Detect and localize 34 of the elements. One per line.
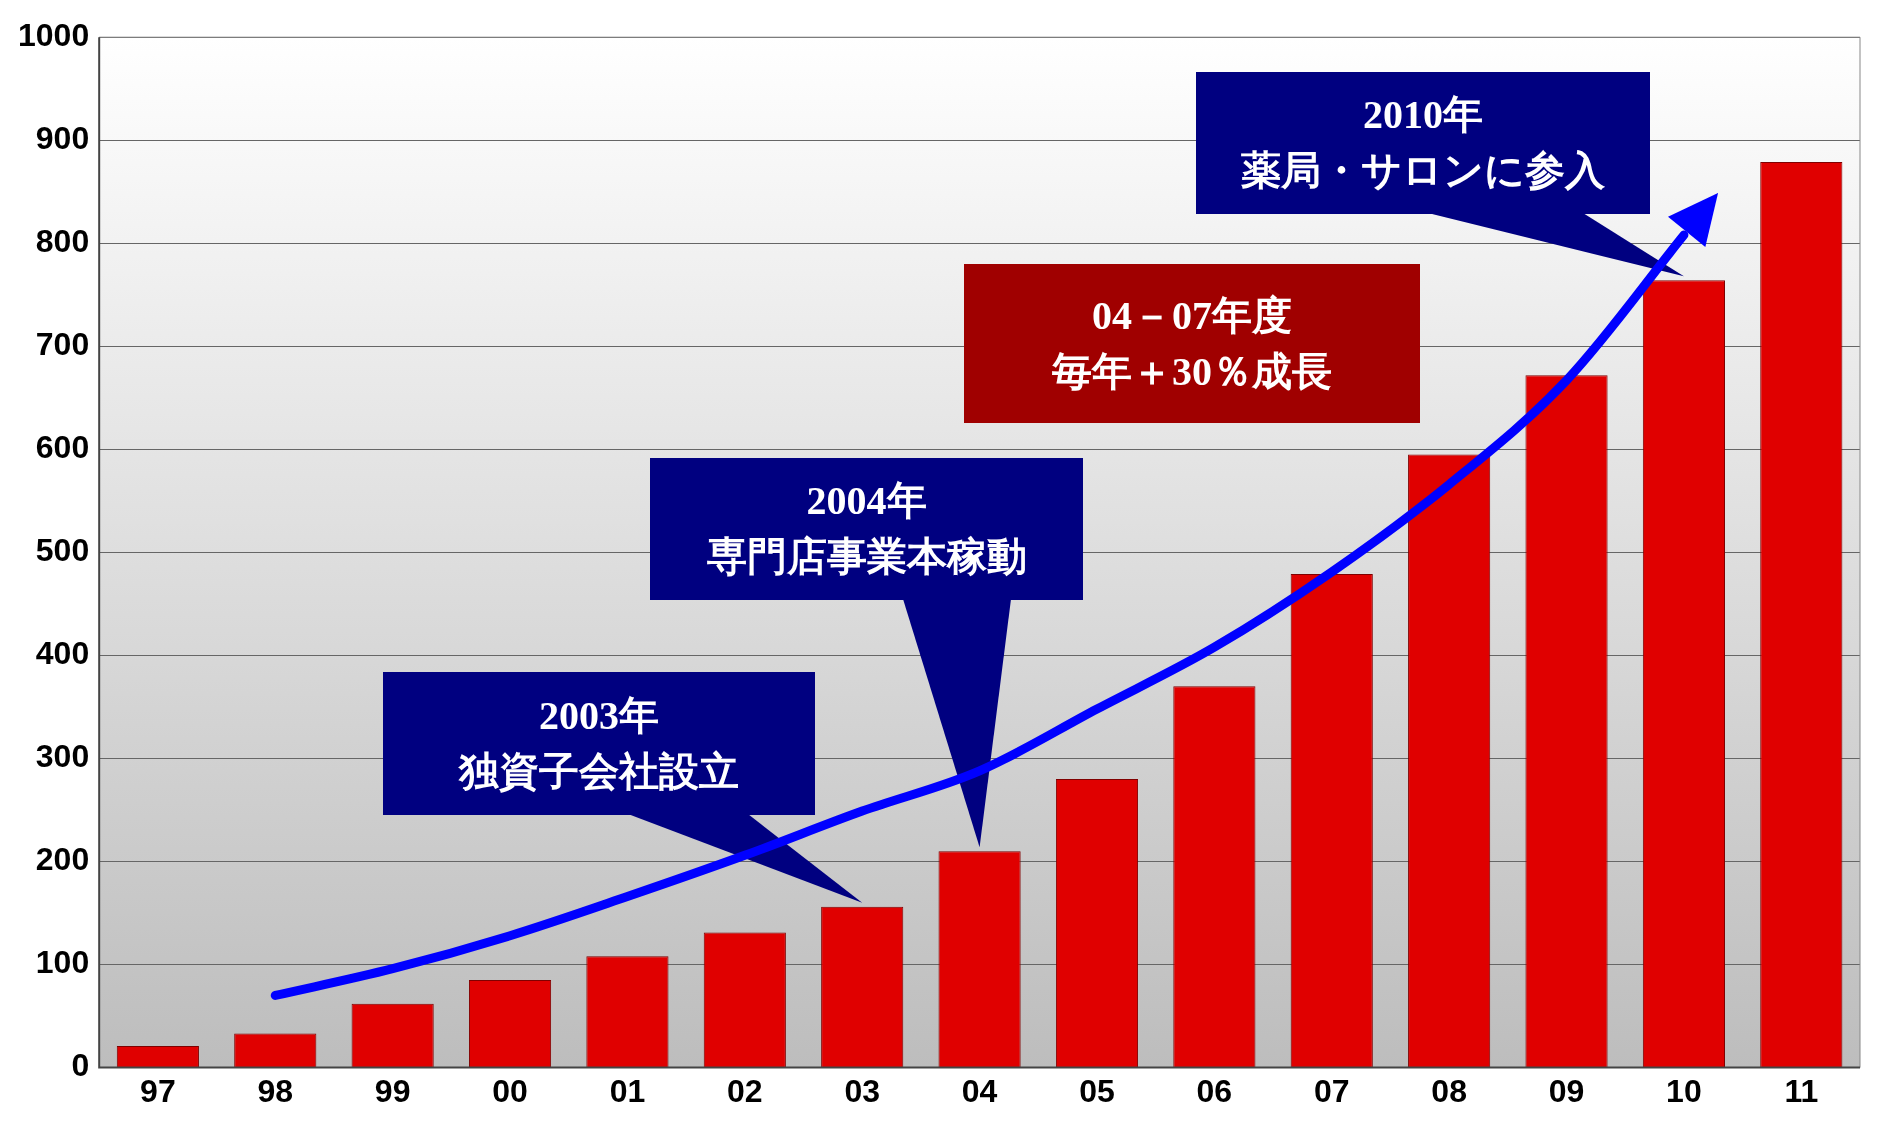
annotation: 2003年 [539,691,659,740]
y-tick-label: 600 [35,429,90,466]
x-tick-label: 00 [492,1072,528,1109]
x-tick-label: 98 [257,1072,294,1109]
x-tick-label: 09 [1548,1072,1585,1109]
y-tick-label: 400 [35,635,90,672]
x-tick-label: 07 [1313,1072,1350,1109]
x-tick-label: 99 [374,1072,411,1109]
x-tick-label: 11 [1784,1072,1819,1109]
y-tick-label: 500 [35,532,90,569]
annotation: 専門店事業本稼動 [706,533,1027,581]
x-tick-label: 08 [1431,1072,1467,1109]
x-tick-label: 02 [727,1072,763,1109]
annotation: 毎年＋30％成長 [1052,347,1332,396]
x-tick-label: 01 [609,1072,646,1109]
annotation: 薬局・サロンに参入 [1241,147,1605,195]
y-tick-label: 900 [35,120,90,157]
x-tick-label: 06 [1196,1072,1233,1109]
y-tick-label: 800 [35,223,90,260]
x-tick-label: 04 [961,1072,998,1109]
y-tick-label: 700 [35,326,90,363]
y-tick-label: 300 [35,738,90,775]
annotation: 独資子会社設立 [459,747,739,796]
annotation: 2004年 [806,477,927,525]
y-tick-label: 100 [35,944,90,981]
y-tick-label: 0 [71,1047,90,1084]
x-tick-label: 97 [140,1072,176,1109]
x-tick-label: 03 [844,1072,880,1109]
y-tick-label: 200 [35,841,90,878]
annotation: 04－07年度 [1092,291,1292,340]
x-tick-label: 10 [1666,1072,1702,1109]
y-tick-label: 1000 [18,17,90,54]
x-tick-label: 05 [1079,1072,1115,1109]
annotation: 2010年 [1363,91,1483,139]
